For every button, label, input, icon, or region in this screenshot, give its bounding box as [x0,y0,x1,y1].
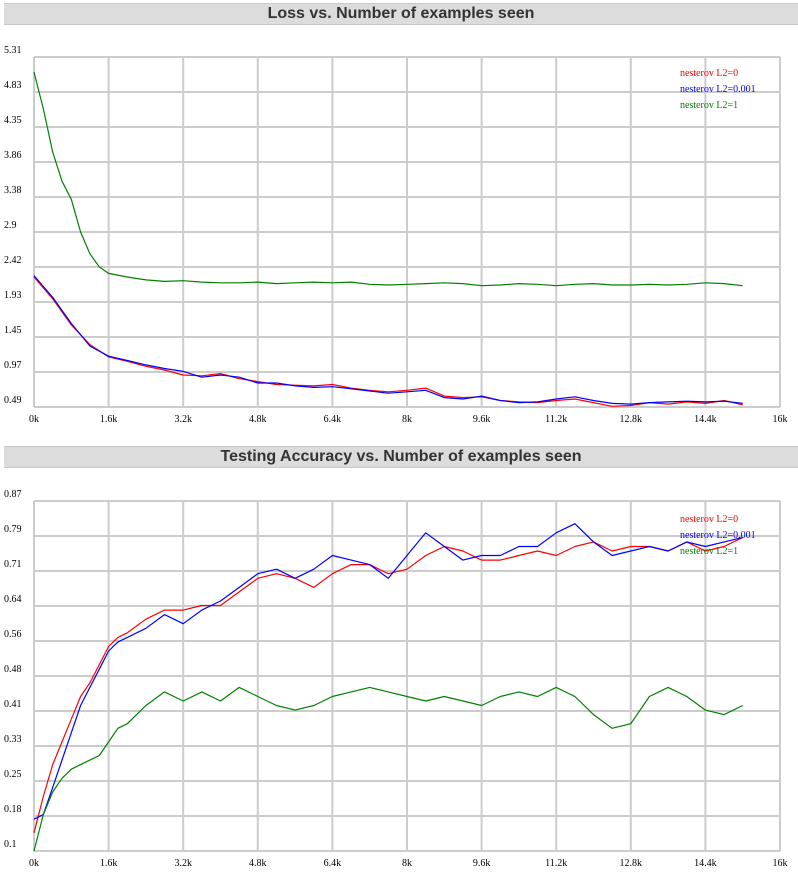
series-line-2 [33,686,743,852]
x-tick-label: 4.8k [249,414,267,425]
y-tick-label: 4.83 [4,80,22,91]
x-tick-label: 16k [773,414,788,425]
y-tick-label: 0.87 [4,489,22,500]
series-line-0 [33,276,743,407]
legend-entry: nesterov L2=1 [680,546,738,557]
y-tick-label: 1.45 [4,325,22,336]
legend-entry: nesterov L2=1 [680,100,738,111]
x-tick-label: 16k [773,858,788,869]
x-tick-label: 0k [29,858,39,869]
y-tick-label: 0.71 [4,559,22,570]
series-line-1 [33,275,743,405]
legend-entry: nesterov L2=0 [680,68,738,79]
x-tick-label: 9.6k [473,858,491,869]
series-line-1 [33,523,743,820]
y-tick-label: 0.48 [4,664,22,675]
loss-chart-title: Loss vs. Number of examples seen [4,3,798,25]
x-tick-label: 12.8k [620,414,643,425]
y-tick-label: 0.33 [4,734,22,745]
y-tick-label: 0.64 [4,594,22,605]
accuracy-chart-title: Testing Accuracy vs. Number of examples … [4,446,798,468]
x-tick-label: 4.8k [249,858,267,869]
legend-entry: nesterov L2=0.001 [680,84,756,95]
y-tick-label: 1.93 [4,290,22,301]
y-tick-label: 4.35 [4,115,22,126]
x-tick-label: 6.4k [324,858,342,869]
y-tick-label: 2.9 [4,220,17,231]
y-tick-label: 0.97 [4,360,22,371]
x-tick-label: 9.6k [473,414,491,425]
y-tick-label: 5.31 [4,45,22,56]
y-tick-label: 0.79 [4,524,22,535]
x-tick-label: 6.4k [324,414,342,425]
accuracy-chart-panel: Testing Accuracy vs. Number of examples … [0,440,798,873]
y-tick-label: 3.38 [4,185,22,196]
legend-entry: nesterov L2=0 [680,514,738,525]
y-tick-label: 0.1 [4,839,17,850]
accuracy-chart: 0k 1.6k 3.2k 4.8k 6.4k 8k 9.6k 11.2k 12.8k 14.4k 1… [4,489,788,869]
y-tick-label: 0.18 [4,804,22,815]
x-tick-label: 12.8k [620,858,643,869]
x-tick-label: 14.4k [694,858,717,869]
series-line-0 [33,536,743,833]
x-tick-label: 11.2k [545,414,567,425]
x-tick-label: 3.2k [174,858,192,869]
y-tick-label: 3.86 [4,150,22,161]
y-tick-label: 0.41 [4,699,22,710]
x-tick-label: 14.4k [694,414,717,425]
y-tick-label: 0.25 [4,769,22,780]
x-tick-label: 11.2k [545,858,567,869]
x-tick-label: 0k [29,414,39,425]
legend-entry: nesterov L2=0.001 [680,530,756,541]
x-tick-label: 8k [402,858,412,869]
x-tick-label: 1.6k [100,858,118,869]
x-tick-label: 1.6k [100,414,118,425]
x-tick-label: 3.2k [174,414,192,425]
y-tick-label: 2.42 [4,255,22,266]
loss-chart: 0k 1.6k 3.2k 4.8k 6.4k 8k 9.6k 11.2k 12.8k 14.4k 1… [4,45,788,425]
x-tick-label: 8k [402,414,412,425]
series-line-2 [33,72,743,287]
y-tick-label: 0.49 [4,395,22,406]
y-tick-label: 0.56 [4,629,22,640]
loss-chart-panel: Loss vs. Number of examples seen 0k 1.6k 3… [0,0,798,430]
